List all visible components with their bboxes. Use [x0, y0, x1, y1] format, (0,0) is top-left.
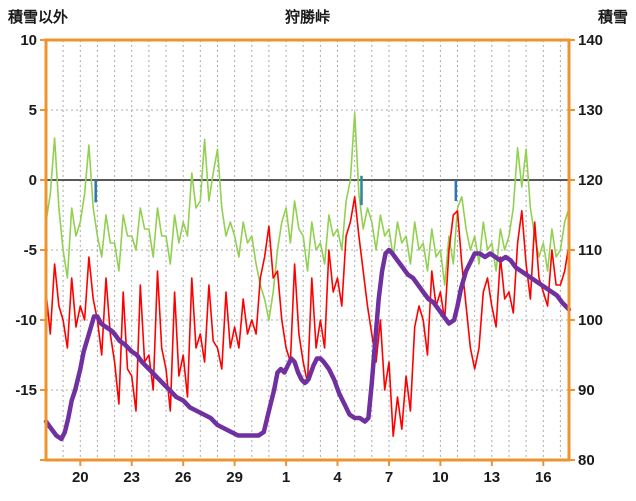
- svg-text:140: 140: [578, 32, 603, 49]
- svg-text:-10: -10: [15, 312, 37, 329]
- svg-text:26: 26: [175, 469, 192, 486]
- svg-text:4: 4: [333, 469, 342, 486]
- svg-text:110: 110: [578, 242, 602, 259]
- svg-text:10: 10: [20, 32, 37, 49]
- chart-title: 狩勝峠: [284, 9, 330, 26]
- svg-text:13: 13: [483, 469, 500, 486]
- svg-text:7: 7: [385, 469, 393, 486]
- svg-text:0: 0: [29, 172, 37, 189]
- svg-text:-15: -15: [15, 382, 37, 399]
- svg-text:20: 20: [72, 469, 89, 486]
- svg-text:90: 90: [578, 382, 595, 399]
- svg-text:29: 29: [226, 469, 243, 486]
- svg-text:120: 120: [578, 172, 603, 189]
- left-axis-title: 積雪以外: [8, 9, 69, 26]
- svg-text:80: 80: [578, 452, 595, 469]
- svg-text:100: 100: [578, 312, 603, 329]
- svg-text:1: 1: [282, 469, 290, 486]
- svg-text:16: 16: [535, 469, 552, 486]
- svg-text:130: 130: [578, 102, 603, 119]
- svg-text:23: 23: [123, 469, 140, 486]
- svg-text:5: 5: [29, 102, 37, 119]
- svg-text:10: 10: [432, 469, 449, 486]
- right-axis-title: 積雪: [597, 9, 628, 26]
- svg-text:-5: -5: [24, 242, 37, 259]
